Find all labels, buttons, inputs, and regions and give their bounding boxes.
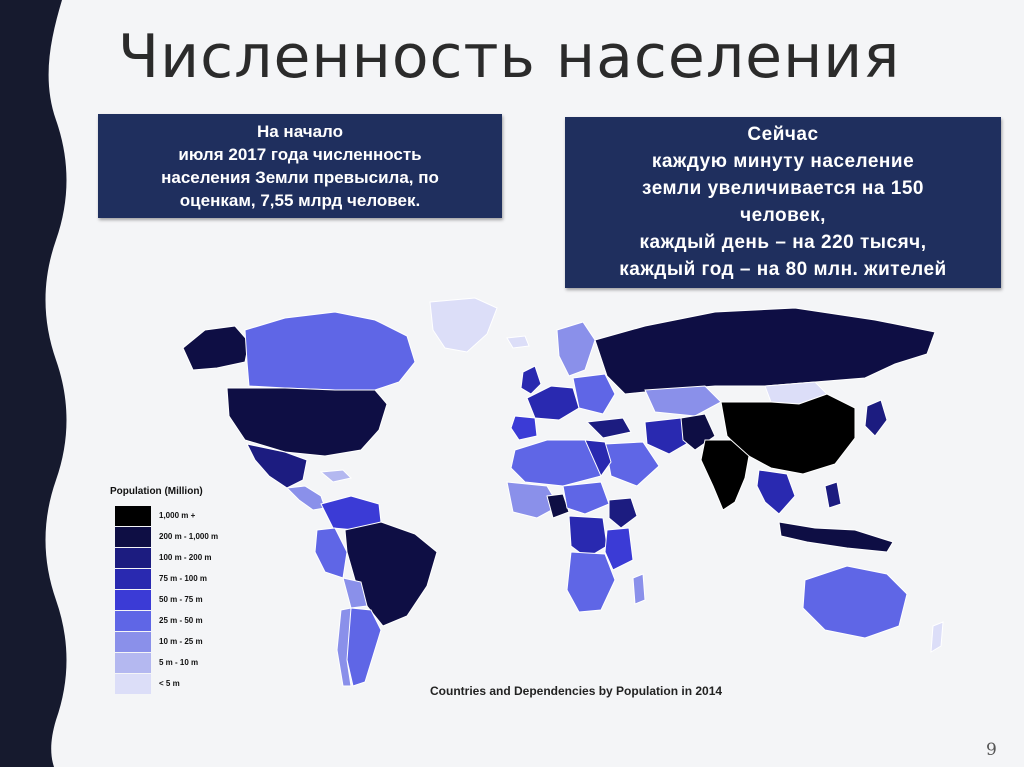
region-southern-africa	[566, 551, 616, 613]
box-right-line: каждый год – на 80 млн. жителей	[619, 259, 947, 280]
region-east-europe	[572, 373, 616, 415]
legend-label: 25 m - 50 m	[159, 616, 203, 625]
region-madagascar	[632, 573, 646, 605]
legend-item: 50 m - 75 m	[115, 590, 235, 610]
legend-title: Population (Million)	[110, 486, 203, 497]
region-sudan	[562, 481, 610, 515]
region-russia	[594, 307, 936, 395]
legend-swatch	[115, 569, 151, 589]
legend-item: 25 m - 50 m	[115, 611, 235, 631]
legend-swatch	[115, 590, 151, 610]
region-australia	[802, 565, 908, 639]
region-iran	[644, 417, 694, 455]
legend-item: < 5 m	[115, 674, 235, 694]
legend-label: 10 m - 25 m	[159, 637, 203, 646]
region-peru	[314, 527, 348, 579]
region-mexico	[246, 443, 308, 489]
map-caption: Countries and Dependencies by Population…	[430, 684, 723, 698]
region-turkey	[585, 417, 632, 439]
region-philippines	[824, 481, 842, 509]
legend-swatch	[115, 548, 151, 568]
region-egypt	[584, 439, 612, 478]
page-number: 9	[986, 740, 997, 760]
legend-label: 50 m - 75 m	[159, 595, 203, 604]
region-bolivia	[342, 577, 368, 609]
legend-swatch	[115, 653, 151, 673]
legend-label: < 5 m	[159, 679, 180, 688]
region-nigeria	[546, 493, 570, 519]
region-west-africa	[506, 481, 560, 519]
region-drc	[568, 515, 608, 559]
growth-rate-box: Сейчас каждую минуту население земли уве…	[565, 117, 1001, 288]
box-left-line: оценкам, 7,55 млрд человек.	[179, 191, 421, 210]
box-left-line: На начало	[256, 122, 344, 141]
region-east-africa	[604, 527, 634, 571]
region-se-asia	[756, 469, 796, 515]
region-greenland	[429, 297, 498, 353]
population-2017-box: На начало июля 2017 года численность нас…	[98, 114, 502, 218]
region-alaska	[182, 325, 250, 371]
legend-swatch	[115, 506, 151, 526]
box-right-line: Сейчас	[747, 124, 819, 145]
region-ethiopia	[608, 497, 638, 529]
region-scandinavia	[556, 321, 596, 377]
legend-label: 5 m - 10 m	[159, 658, 199, 667]
population-legend: Population (Million) 1,000 m + 200 m - 1…	[110, 486, 230, 696]
legend-swatch	[115, 611, 151, 631]
legend-item: 200 m - 1,000 m	[115, 527, 235, 547]
region-central-america	[285, 485, 326, 511]
region-iberia	[510, 415, 538, 441]
region-iceland	[506, 335, 530, 349]
legend-item: 5 m - 10 m	[115, 653, 235, 673]
world-population-map	[182, 297, 944, 687]
legend-item: 1,000 m +	[115, 506, 235, 526]
box-left-line: населения Земли превысила, по	[161, 168, 439, 187]
region-argentina	[346, 607, 382, 687]
box-right-line: земли увеличивается на 150	[642, 178, 924, 199]
legend-item: 10 m - 25 m	[115, 632, 235, 652]
box-right-line: каждую минуту население	[651, 151, 915, 172]
box-right-line: человек,	[740, 205, 826, 226]
legend-item: 100 m - 200 m	[115, 548, 235, 568]
region-canada	[244, 311, 416, 391]
slide-title: Численность населения	[118, 22, 901, 92]
legend-label: 200 m - 1,000 m	[159, 532, 219, 541]
legend-label: 100 m - 200 m	[159, 553, 212, 562]
legend-swatch	[115, 632, 151, 652]
legend-swatch	[115, 527, 151, 547]
region-india	[700, 439, 750, 511]
region-saudi	[604, 441, 660, 487]
box-left-line: июля 2017 года численность	[178, 145, 422, 164]
region-japan	[864, 399, 888, 437]
legend-label: 1,000 m +	[159, 511, 196, 520]
box-right-line: каждый день – на 220 тысяч,	[639, 232, 927, 253]
decorative-left-band	[0, 0, 67, 767]
region-chile	[336, 607, 352, 687]
legend-swatch	[115, 674, 151, 694]
region-caribbean	[319, 469, 352, 483]
region-indonesia	[778, 521, 894, 553]
region-uk	[520, 365, 542, 395]
region-kazakhstan	[644, 385, 722, 417]
legend-label: 75 m - 100 m	[159, 574, 208, 583]
region-west-europe	[526, 385, 580, 421]
region-brazil	[344, 521, 438, 627]
region-new-zealand	[930, 621, 944, 653]
region-usa	[226, 387, 388, 457]
legend-item: 75 m - 100 m	[115, 569, 235, 589]
